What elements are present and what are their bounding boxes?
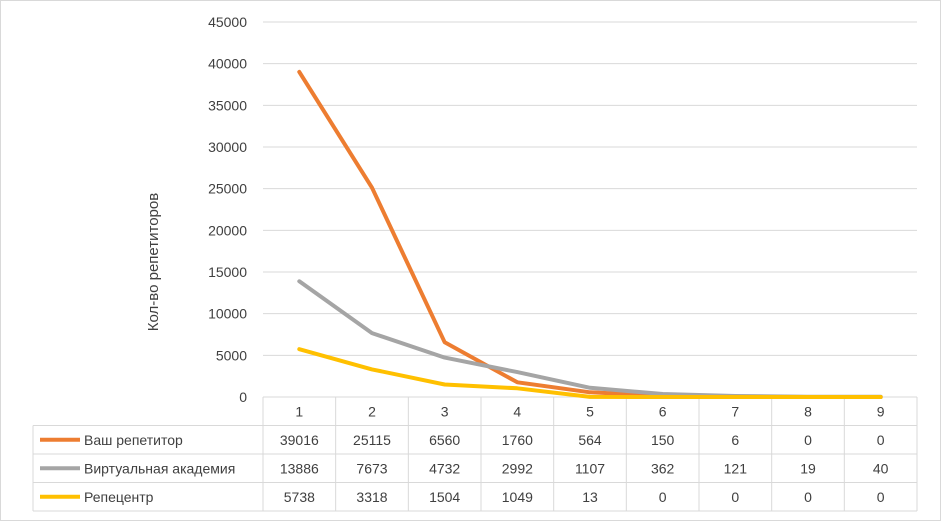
y-tick-label: 15000 <box>208 264 247 280</box>
data-label: 40 <box>873 460 889 476</box>
data-label: 3318 <box>356 489 387 505</box>
data-label: 5738 <box>284 489 315 505</box>
x-category-label: 7 <box>731 403 739 419</box>
data-label: 4732 <box>429 460 460 476</box>
data-label: 0 <box>804 432 812 448</box>
x-category-label: 3 <box>441 403 449 419</box>
data-label: 6 <box>731 432 739 448</box>
data-label: 0 <box>659 489 667 505</box>
data-label: 39016 <box>280 432 319 448</box>
data-label: 2992 <box>502 460 533 476</box>
y-tick-label: 45000 <box>208 14 247 30</box>
x-category-label: 5 <box>586 403 594 419</box>
legend-label: Репецентр <box>84 489 154 505</box>
data-label: 0 <box>731 489 739 505</box>
data-label: 1504 <box>429 489 460 505</box>
y-tick-label: 35000 <box>208 97 247 113</box>
x-category-label: 8 <box>804 403 812 419</box>
y-tick-label: 20000 <box>208 222 247 238</box>
legend-label: Ваш репетитор <box>84 432 183 448</box>
data-label: 1760 <box>502 432 533 448</box>
data-label: 25115 <box>353 432 391 448</box>
data-label: 1049 <box>502 489 533 505</box>
y-tick-label: 30000 <box>208 139 247 155</box>
data-label: 564 <box>578 432 602 448</box>
y-tick-label: 25000 <box>208 181 247 197</box>
legend-label: Виртуальная академия <box>84 460 235 476</box>
y-axis-label: Кол-во репетиторов <box>145 193 162 331</box>
data-label: 19 <box>800 460 816 476</box>
data-label: 0 <box>877 432 885 448</box>
data-label: 0 <box>877 489 885 505</box>
x-category-label: 2 <box>368 403 376 419</box>
data-label: 7673 <box>356 460 387 476</box>
data-label: 362 <box>651 460 675 476</box>
x-category-label: 1 <box>295 403 303 419</box>
data-label: 1107 <box>575 460 605 476</box>
data-label: 13 <box>582 489 598 505</box>
x-category-label: 4 <box>513 403 521 419</box>
x-category-label: 9 <box>877 403 885 419</box>
data-label: 6560 <box>429 432 460 448</box>
data-label: 121 <box>724 460 748 476</box>
y-tick-label: 10000 <box>208 306 247 322</box>
y-tick-label: 40000 <box>208 56 247 72</box>
data-label: 0 <box>804 489 812 505</box>
y-tick-label: 0 <box>239 389 247 405</box>
x-category-label: 6 <box>659 403 667 419</box>
data-label: 13886 <box>280 460 319 476</box>
data-label: 150 <box>651 432 675 448</box>
y-tick-label: 5000 <box>216 347 247 363</box>
